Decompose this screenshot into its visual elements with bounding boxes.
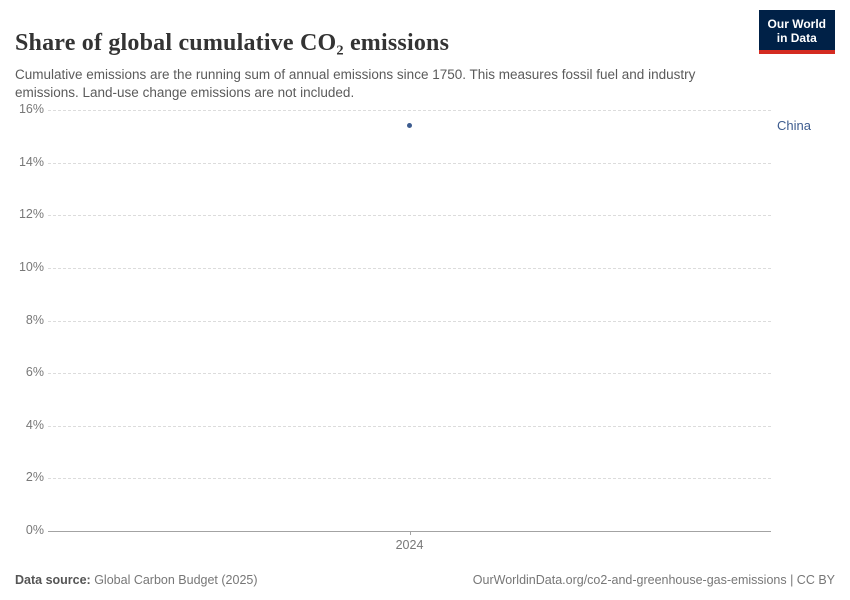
y-axis-tick-label: 6% — [25, 365, 44, 380]
gridline — [48, 267, 771, 269]
y-axis-tick-label: 2% — [25, 470, 44, 485]
series-label-china[interactable]: China — [777, 117, 811, 133]
y-axis-tick-label: 10% — [18, 259, 44, 274]
gridline — [48, 320, 771, 322]
gridline — [48, 478, 771, 480]
y-axis-tick-label: 4% — [25, 417, 44, 432]
x-axis-tick — [409, 531, 411, 535]
data-source: Data source: Global Carbon Budget (2025) — [15, 573, 258, 587]
gridline — [48, 162, 771, 164]
data-point-china[interactable] — [407, 123, 412, 129]
owid-url-link[interactable]: OurWorldinData.org/co2-and-greenhouse-ga… — [472, 573, 835, 587]
owid-logo-line2: in Data — [776, 31, 817, 45]
y-axis-tick-label: 12% — [18, 207, 44, 222]
gridline — [48, 215, 771, 217]
data-source-label: Data source: — [15, 573, 91, 587]
gridline — [48, 373, 771, 375]
y-axis-tick-label: 0% — [25, 523, 44, 537]
y-axis-tick-label: 8% — [25, 312, 44, 327]
chart-footer: Data source: Global Carbon Budget (2025)… — [15, 573, 835, 587]
data-source-value: Global Carbon Budget (2025) — [90, 573, 258, 587]
x-axis-tick-label: 2024 — [395, 538, 424, 552]
owid-logo-line1: Our World — [767, 17, 826, 31]
chart-title: Share of global cumulative CO₂ emissions — [15, 30, 450, 57]
chart-subtitle: Cumulative emissions are the running sum… — [15, 66, 696, 101]
y-axis-tick-label: 16% — [18, 102, 44, 116]
owid-logo[interactable]: Our World in Data — [758, 10, 835, 54]
gridline — [48, 425, 771, 427]
y-axis-tick-label: 14% — [18, 154, 44, 169]
gridline — [48, 110, 771, 111]
